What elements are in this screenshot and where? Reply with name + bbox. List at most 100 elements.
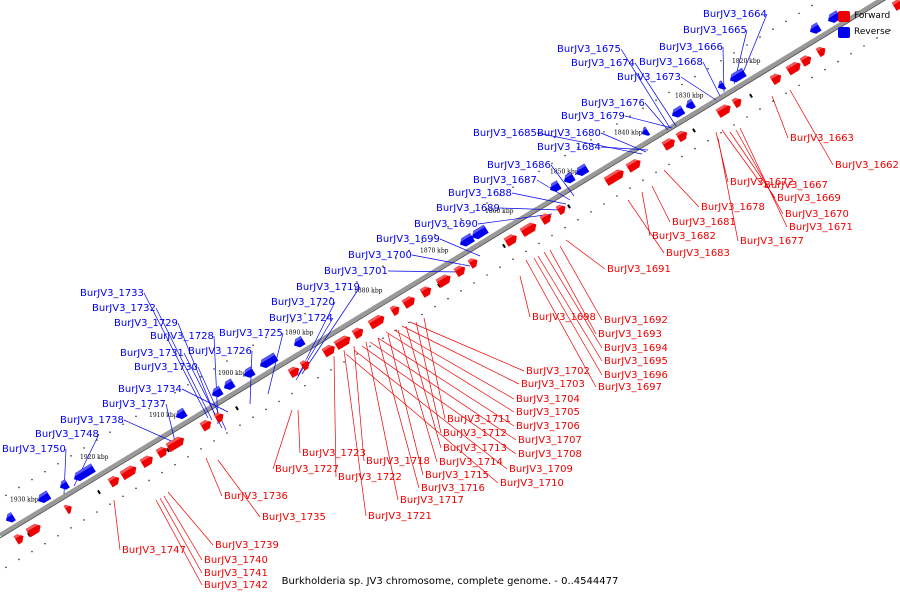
forward-gene[interactable] [63,502,74,515]
forward-gene[interactable] [453,263,467,278]
gene-label[interactable]: BurJV3_1690 [414,219,478,230]
gene-label[interactable]: BurJV3_1706 [516,421,580,432]
gene-label[interactable]: BurJV3_1685 [473,128,537,139]
gene-label[interactable]: BurJV3_1699 [376,234,440,245]
reverse-gene[interactable] [574,163,590,178]
forward-gene[interactable] [785,60,803,76]
gene-label[interactable]: BurJV3_1667 [764,180,828,191]
forward-gene[interactable] [891,0,900,11]
forward-gene[interactable] [769,71,783,86]
reverse-gene[interactable] [562,171,576,185]
gene-label[interactable]: BurJV3_1697 [598,382,662,393]
gene-label[interactable]: BurJV3_1681 [672,217,736,228]
forward-gene[interactable] [299,358,312,371]
gene-label[interactable]: BurJV3_1716 [421,483,485,494]
gene-label[interactable]: BurJV3_1694 [604,343,668,354]
reverse-gene[interactable] [210,385,224,399]
forward-gene[interactable] [321,343,337,358]
gene-label[interactable]: BurJV3_1721 [368,511,432,522]
forward-gene[interactable] [139,453,155,468]
gene-label[interactable]: BurJV3_1722 [338,472,402,483]
reverse-gene[interactable] [548,180,562,194]
forward-gene[interactable] [675,128,689,143]
gene-label[interactable]: BurJV3_1742 [204,580,268,591]
gene-label[interactable]: BurJV3_1708 [518,449,582,460]
gene-label[interactable]: BurJV3_1730 [134,362,198,373]
gene-label[interactable]: BurJV3_1693 [598,329,662,340]
forward-gene[interactable] [333,333,352,351]
gene-label[interactable]: BurJV3_1732 [92,303,156,314]
gene-label[interactable]: BurJV3_1705 [516,407,580,418]
reverse-gene[interactable] [4,512,16,524]
gene-label[interactable]: BurJV3_1692 [604,315,668,326]
reverse-gene[interactable] [470,224,489,241]
gene-label[interactable]: BurJV3_1669 [777,193,841,204]
gene-label[interactable]: BurJV3_1731 [120,348,184,359]
forward-gene[interactable] [625,157,643,173]
gene-label[interactable]: BurJV3_1739 [215,540,279,551]
gene-label[interactable]: BurJV3_1700 [348,250,412,261]
gene-label[interactable]: BurJV3_1668 [639,57,703,68]
forward-gene[interactable] [165,434,186,453]
forward-gene[interactable] [799,53,813,67]
gene-label[interactable]: BurJV3_1702 [526,366,590,377]
forward-gene[interactable] [213,410,226,423]
reverse-gene[interactable] [58,479,70,492]
gene-label[interactable]: BurJV3_1712 [443,428,507,439]
gene-label[interactable]: BurJV3_1718 [366,456,430,467]
gene-label[interactable]: BurJV3_1671 [789,222,853,233]
forward-gene[interactable] [715,102,733,118]
gene-label[interactable]: BurJV3_1738 [60,415,124,426]
gene-label[interactable]: BurJV3_1725 [219,328,283,339]
forward-gene[interactable] [13,532,26,545]
gene-label[interactable]: BurJV3_1680 [537,128,601,139]
gene-label[interactable]: BurJV3_1736 [224,491,288,502]
gene-label[interactable]: BurJV3_1713 [443,443,507,454]
forward-gene[interactable] [555,202,568,216]
reverse-gene[interactable] [36,490,52,505]
forward-gene[interactable] [467,256,480,269]
forward-gene[interactable] [351,325,365,340]
gene-label[interactable]: BurJV3_1729 [114,318,178,329]
reverse-gene[interactable] [242,366,256,380]
gene-label[interactable]: BurJV3_1710 [500,478,564,489]
forward-gene[interactable] [401,294,417,309]
reverse-gene[interactable] [292,335,306,349]
gene-label[interactable]: BurJV3_1724 [269,313,333,324]
gene-label[interactable]: BurJV3_1679 [561,111,625,122]
forward-gene[interactable] [503,232,519,247]
reverse-gene[interactable] [258,352,279,370]
gene-label[interactable]: BurJV3_1726 [188,346,252,357]
gene-label[interactable]: BurJV3_1709 [509,464,573,475]
gene-label[interactable]: BurJV3_1688 [448,188,512,199]
forward-gene[interactable] [119,463,138,481]
forward-gene[interactable] [199,418,213,432]
gene-label[interactable]: BurJV3_1663 [790,133,854,144]
gene-label[interactable]: BurJV3_1683 [666,248,730,259]
gene-label[interactable]: BurJV3_1727 [275,464,339,475]
reverse-gene[interactable] [808,22,822,36]
forward-gene[interactable] [287,364,301,378]
forward-gene[interactable] [107,474,121,488]
gene-label[interactable]: BurJV3_1750 [2,444,66,455]
gene-label[interactable]: BurJV3_1691 [607,264,671,275]
forward-gene[interactable] [155,444,169,459]
gene-label[interactable]: BurJV3_1670 [785,209,849,220]
gene-label[interactable]: BurJV3_1717 [400,495,464,506]
gene-label[interactable]: BurJV3_1695 [604,356,668,367]
gene-label[interactable]: BurJV3_1704 [516,394,580,405]
reverse-gene[interactable] [458,233,475,248]
reverse-gene[interactable] [640,126,651,138]
gene-label[interactable]: BurJV3_1748 [35,429,99,440]
reverse-gene[interactable] [670,105,686,120]
gene-label[interactable]: BurJV3_1676 [581,98,645,109]
reverse-gene[interactable] [684,98,696,111]
gene-label[interactable]: BurJV3_1665 [683,25,747,36]
gene-label[interactable]: BurJV3_1707 [518,435,582,446]
gene-label[interactable]: BurJV3_1720 [271,297,335,308]
forward-gene[interactable] [661,136,677,151]
forward-gene[interactable] [731,95,744,109]
gene-label[interactable]: BurJV3_1714 [439,457,503,468]
gene-label[interactable]: BurJV3_1696 [604,370,668,381]
gene-label[interactable]: BurJV3_1689 [436,203,500,214]
